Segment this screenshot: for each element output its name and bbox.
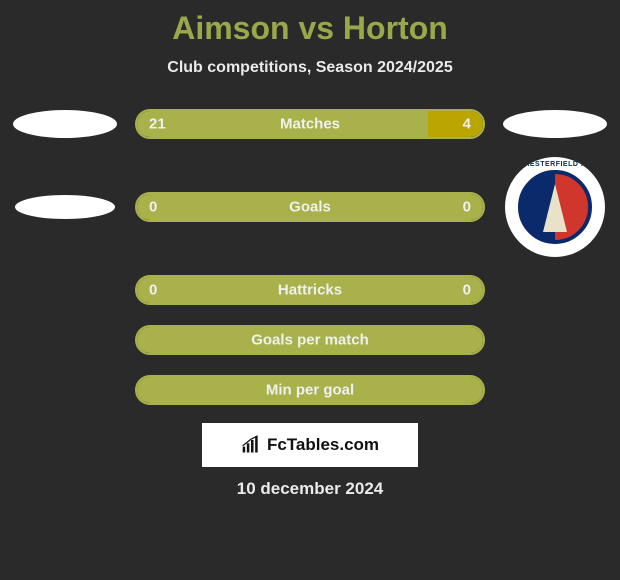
stat-row: Min per goal bbox=[0, 373, 620, 407]
brand-box: FcTables.com bbox=[202, 423, 418, 467]
player-placeholder-icon bbox=[15, 195, 115, 219]
stat-row: Goals 0 0 CHESTERFIELD FC bbox=[0, 157, 620, 257]
stat-bar: Min per goal bbox=[135, 375, 485, 405]
stat-rows: Matches 21 4 Goals 0 0 CHESTERFIELD FC Hattrick… bbox=[0, 107, 620, 407]
left-player-slot bbox=[10, 110, 120, 138]
crest-label: CHESTERFIELD FC bbox=[505, 161, 605, 168]
stat-label: Matches bbox=[280, 116, 340, 133]
bar-segment-left bbox=[137, 194, 310, 220]
crest-spire-icon bbox=[543, 184, 567, 232]
stat-value-right: 0 bbox=[463, 282, 471, 299]
right-player-slot: CHESTERFIELD FC bbox=[500, 157, 610, 257]
stat-label: Goals per match bbox=[251, 332, 369, 349]
date-text: 10 december 2024 bbox=[0, 479, 620, 499]
stat-bar: Goals per match bbox=[135, 325, 485, 355]
stat-label: Min per goal bbox=[266, 382, 354, 399]
player-placeholder-icon bbox=[13, 110, 117, 138]
page-title: Aimson vs Horton bbox=[0, 10, 620, 47]
left-player-slot bbox=[10, 195, 120, 219]
stat-bar: Hattricks 0 0 bbox=[135, 275, 485, 305]
bar-chart-icon bbox=[241, 435, 261, 455]
stat-value-left: 0 bbox=[149, 199, 157, 216]
right-player-slot bbox=[500, 110, 610, 138]
bar-segment-right bbox=[428, 111, 483, 137]
comparison-infographic: Aimson vs Horton Club competitions, Seas… bbox=[0, 0, 620, 499]
stat-label: Goals bbox=[289, 199, 331, 216]
stat-bar: Matches 21 4 bbox=[135, 109, 485, 139]
club-crest-icon: CHESTERFIELD FC bbox=[505, 157, 605, 257]
stat-value-left: 0 bbox=[149, 282, 157, 299]
stat-value-left: 21 bbox=[149, 116, 166, 133]
stat-row: Matches 21 4 bbox=[0, 107, 620, 141]
brand-text: FcTables.com bbox=[267, 435, 379, 455]
stat-value-right: 4 bbox=[463, 116, 471, 133]
stat-bar: Goals 0 0 bbox=[135, 192, 485, 222]
stat-row: Hattricks 0 0 bbox=[0, 273, 620, 307]
stat-value-right: 0 bbox=[463, 199, 471, 216]
player-placeholder-icon bbox=[503, 110, 607, 138]
stat-label: Hattricks bbox=[278, 282, 342, 299]
stat-row: Goals per match bbox=[0, 323, 620, 357]
crest-inner bbox=[518, 170, 592, 244]
page-subtitle: Club competitions, Season 2024/2025 bbox=[0, 59, 620, 77]
bar-segment-right bbox=[310, 194, 483, 220]
